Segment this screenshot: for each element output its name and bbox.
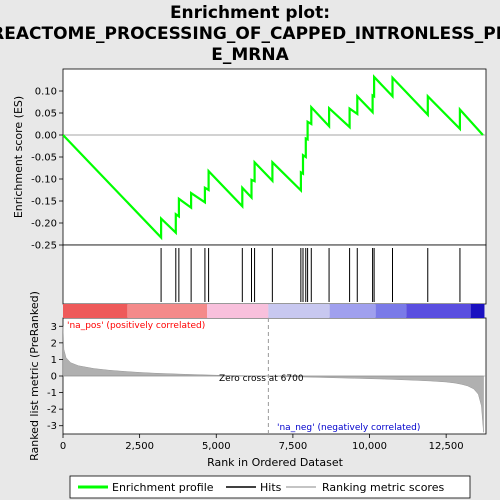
rank-color-segment <box>406 304 471 318</box>
legend-enrichment-label: Enrichment profile <box>112 481 214 494</box>
es-y-tick-label: -0.05 <box>31 153 57 164</box>
title-line-1: Enrichment plot: <box>170 3 330 23</box>
x-axis-label: Rank in Ordered Dataset <box>207 456 344 469</box>
title-line-3: E_MRNA <box>211 45 289 65</box>
x-tick-label: 0 <box>60 441 66 452</box>
rank-color-segment <box>207 304 269 318</box>
legend-hits-label: Hits <box>260 481 282 494</box>
legend-box <box>69 475 471 499</box>
pos-label: 'na_pos' (positively correlated) <box>67 321 205 331</box>
x-tick-label: 10,000 <box>352 441 387 452</box>
metric-layer <box>62 318 486 434</box>
rank-color-segment <box>127 304 208 318</box>
metric-y-tick-label: 0 <box>51 372 57 383</box>
rank-color-segment <box>63 304 128 318</box>
metric-y-tick-label: -3 <box>47 421 57 432</box>
rank-color-bar <box>63 304 485 318</box>
axis-layer: -0.25 -0.20 -0.15 -0.10 -0.05 0.00 0.05 0.10 -3 -… <box>31 87 464 453</box>
hits-panel <box>62 244 487 305</box>
es-panel <box>62 68 487 246</box>
rank-color-segment <box>329 304 376 318</box>
zero-cross-label: Zero cross at 6700 <box>219 374 304 384</box>
title-line-2: REACTOME_PROCESSING_OF_CAPPED_INTRONLESS… <box>0 24 500 44</box>
es-y-tick-label: -0.20 <box>31 219 57 230</box>
rank-color-segment <box>375 304 407 318</box>
metric-y-tick-label: 2 <box>51 338 57 349</box>
metric-y-axis-label: Ranked list metric (PreRanked) <box>28 291 41 461</box>
rank-color-segment <box>268 304 330 318</box>
x-tick-label: 12,500 <box>429 441 464 452</box>
metric-y-tick-label: -2 <box>47 405 57 416</box>
metric-y-tick-label: -1 <box>47 388 57 399</box>
x-tick-label: 2,500 <box>125 441 154 452</box>
es-y-tick-label: 0.10 <box>35 87 57 98</box>
neg-label: 'na_neg' (negatively correlated) <box>277 423 420 433</box>
es-y-tick-label: 0.00 <box>35 131 57 142</box>
hits-layer <box>160 248 461 302</box>
es-y-tick-label: 0.05 <box>35 109 57 120</box>
metric-y-tick-label: 3 <box>51 322 57 333</box>
legend-metric-label: Ranking metric scores <box>322 481 444 494</box>
ranking-metric-area <box>62 326 484 433</box>
x-tick-label: 7,500 <box>279 441 308 452</box>
rank-color-segment <box>470 304 485 318</box>
es-y-tick-label: -0.10 <box>31 175 57 186</box>
es-y-tick-label: -0.15 <box>31 197 57 208</box>
es-y-tick-label: -0.25 <box>31 241 57 252</box>
metric-y-tick-label: 1 <box>51 355 57 366</box>
x-tick-label: 5,000 <box>202 441 231 452</box>
enrichment-profile-line <box>62 74 484 241</box>
es-layer <box>62 74 486 241</box>
es-y-axis-label: Enrichment score (ES) <box>12 96 25 218</box>
